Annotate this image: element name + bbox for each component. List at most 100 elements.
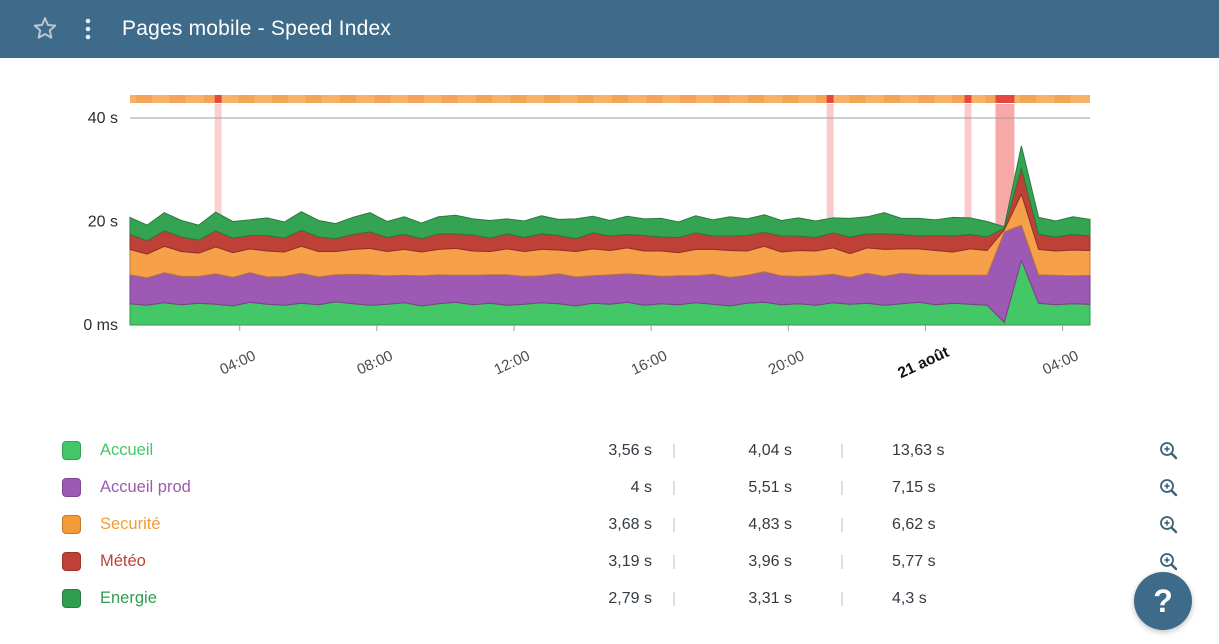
status-bar-stripe bbox=[612, 95, 628, 103]
status-bar-stripe bbox=[850, 95, 866, 103]
series-swatch[interactable] bbox=[62, 478, 81, 497]
value-separator: | bbox=[672, 479, 676, 496]
status-bar-stripe bbox=[510, 95, 526, 103]
legend-row: Energie 2,79 s | 3,31 s | 4,3 s bbox=[0, 580, 1219, 617]
x-tick-label: 04:00 bbox=[1040, 347, 1081, 378]
status-bar-stripe bbox=[816, 95, 832, 103]
status-timeline-bar bbox=[130, 95, 1090, 103]
status-bar-stripe bbox=[204, 95, 220, 103]
zoom-in-icon[interactable] bbox=[1159, 478, 1179, 498]
help-button-label: ? bbox=[1153, 582, 1173, 619]
series-value-median: 4,04 s bbox=[748, 441, 792, 459]
zoom-in-icon[interactable] bbox=[1159, 515, 1179, 535]
series-value-max: 7,15 s bbox=[892, 478, 936, 496]
y-tick-label: 40 s bbox=[88, 110, 118, 127]
value-separator: | bbox=[672, 553, 676, 570]
legend-row: Météo 3,19 s | 3,96 s | 5,77 s bbox=[0, 543, 1219, 580]
alert-band bbox=[964, 104, 972, 325]
status-bar-stripe bbox=[782, 95, 798, 103]
series-value-median: 5,51 s bbox=[748, 478, 792, 496]
area-series-energie[interactable] bbox=[129, 145, 1091, 242]
x-tick-label: 12:00 bbox=[491, 347, 532, 378]
status-bar-stripe bbox=[1054, 95, 1070, 103]
series-swatch[interactable] bbox=[62, 441, 81, 460]
series-value-median: 3,31 s bbox=[748, 589, 792, 607]
status-bar-stripe bbox=[1020, 95, 1036, 103]
series-value-min: 4 s bbox=[630, 478, 652, 496]
series-value-max: 13,63 s bbox=[892, 441, 945, 459]
favorite-star-icon[interactable] bbox=[32, 16, 58, 42]
series-value-median: 4,83 s bbox=[748, 515, 792, 533]
status-bar-stripe bbox=[646, 95, 662, 103]
chart-canvas[interactable]: 0 ms 20 s 40 s 04:00 08:00 12:00 16:00 20:00 21 … bbox=[0, 58, 1219, 418]
zoom-in-icon[interactable] bbox=[1159, 552, 1179, 572]
series-swatch[interactable] bbox=[62, 552, 81, 571]
series-name[interactable]: Securité bbox=[100, 515, 161, 533]
value-separator: | bbox=[672, 442, 676, 459]
status-bar-stripe bbox=[680, 95, 696, 103]
status-bar-stripe bbox=[544, 95, 560, 103]
series-value-min: 3,56 s bbox=[608, 441, 652, 459]
value-separator: | bbox=[672, 590, 676, 607]
status-bar-stripe bbox=[374, 95, 390, 103]
status-bar-stripe bbox=[714, 95, 730, 103]
help-button[interactable]: ? bbox=[1134, 572, 1192, 630]
status-bar-stripe bbox=[238, 95, 254, 103]
status-bar-stripe bbox=[578, 95, 594, 103]
status-bar-alert-segment bbox=[964, 95, 972, 103]
legend-row: Securité 3,68 s | 4,83 s | 6,62 s bbox=[0, 506, 1219, 543]
speed-index-chart[interactable]: 0 ms 20 s 40 s 04:00 08:00 12:00 16:00 20:00 21 … bbox=[0, 58, 1219, 418]
series-swatch[interactable] bbox=[62, 515, 81, 534]
y-tick-label: 0 ms bbox=[83, 317, 118, 334]
kebab-menu-icon[interactable] bbox=[84, 16, 94, 42]
x-tick-label: 08:00 bbox=[354, 347, 395, 378]
status-bar-stripe bbox=[408, 95, 424, 103]
widget-header: Pages mobile - Speed Index bbox=[0, 0, 1219, 58]
series-value-median: 3,96 s bbox=[748, 552, 792, 570]
series-name[interactable]: Energie bbox=[100, 589, 157, 607]
alert-band bbox=[826, 104, 834, 325]
status-bar-alert-segment bbox=[995, 95, 1015, 103]
status-bar-stripe bbox=[170, 95, 186, 103]
series-value-min: 2,79 s bbox=[608, 589, 652, 607]
area-series-météo[interactable] bbox=[129, 166, 1091, 255]
x-tick-label: 21 août bbox=[895, 344, 951, 382]
legend-row: Accueil prod 4 s | 5,51 s | 7,15 s bbox=[0, 469, 1219, 506]
value-separator: | bbox=[840, 516, 844, 533]
legend-row: Accueil 3,56 s | 4,04 s | 13,63 s bbox=[0, 432, 1219, 469]
status-bar-stripe bbox=[884, 95, 900, 103]
series-value-min: 3,68 s bbox=[608, 515, 652, 533]
status-bar-stripe bbox=[136, 95, 152, 103]
x-tick-label: 04:00 bbox=[217, 347, 258, 378]
page-title: Pages mobile - Speed Index bbox=[122, 17, 392, 40]
value-separator: | bbox=[840, 553, 844, 570]
status-bar-alert-segment bbox=[214, 95, 222, 103]
status-bar-stripe bbox=[986, 95, 1002, 103]
y-tick-label: 20 s bbox=[88, 214, 118, 231]
status-bar-stripe bbox=[442, 95, 458, 103]
status-bar-stripe bbox=[918, 95, 934, 103]
value-separator: | bbox=[840, 442, 844, 459]
x-tick-label: 20:00 bbox=[766, 347, 807, 378]
status-bar-stripe bbox=[306, 95, 322, 103]
series-value-max: 6,62 s bbox=[892, 515, 936, 533]
value-separator: | bbox=[840, 479, 844, 496]
value-separator: | bbox=[840, 590, 844, 607]
status-bar-stripe bbox=[476, 95, 492, 103]
series-name[interactable]: Accueil prod bbox=[100, 478, 191, 496]
series-value-max: 5,77 s bbox=[892, 552, 936, 570]
series-swatch[interactable] bbox=[62, 589, 81, 608]
zoom-in-icon[interactable] bbox=[1159, 441, 1179, 461]
status-bar-stripe bbox=[272, 95, 288, 103]
series-value-min: 3,19 s bbox=[608, 552, 652, 570]
series-name[interactable]: Accueil bbox=[100, 441, 154, 459]
series-legend-table: Accueil 3,56 s | 4,04 s | 13,63 s Accueil prod… bbox=[0, 432, 1219, 617]
status-bar-stripe bbox=[952, 95, 968, 103]
series-name[interactable]: Météo bbox=[100, 552, 146, 570]
x-tick-label: 16:00 bbox=[629, 347, 670, 378]
series-value-max: 4,3 s bbox=[892, 589, 927, 607]
status-bar-alert-segment bbox=[826, 95, 834, 103]
status-bar-stripe bbox=[340, 95, 356, 103]
value-separator: | bbox=[672, 516, 676, 533]
status-bar-stripe bbox=[748, 95, 764, 103]
